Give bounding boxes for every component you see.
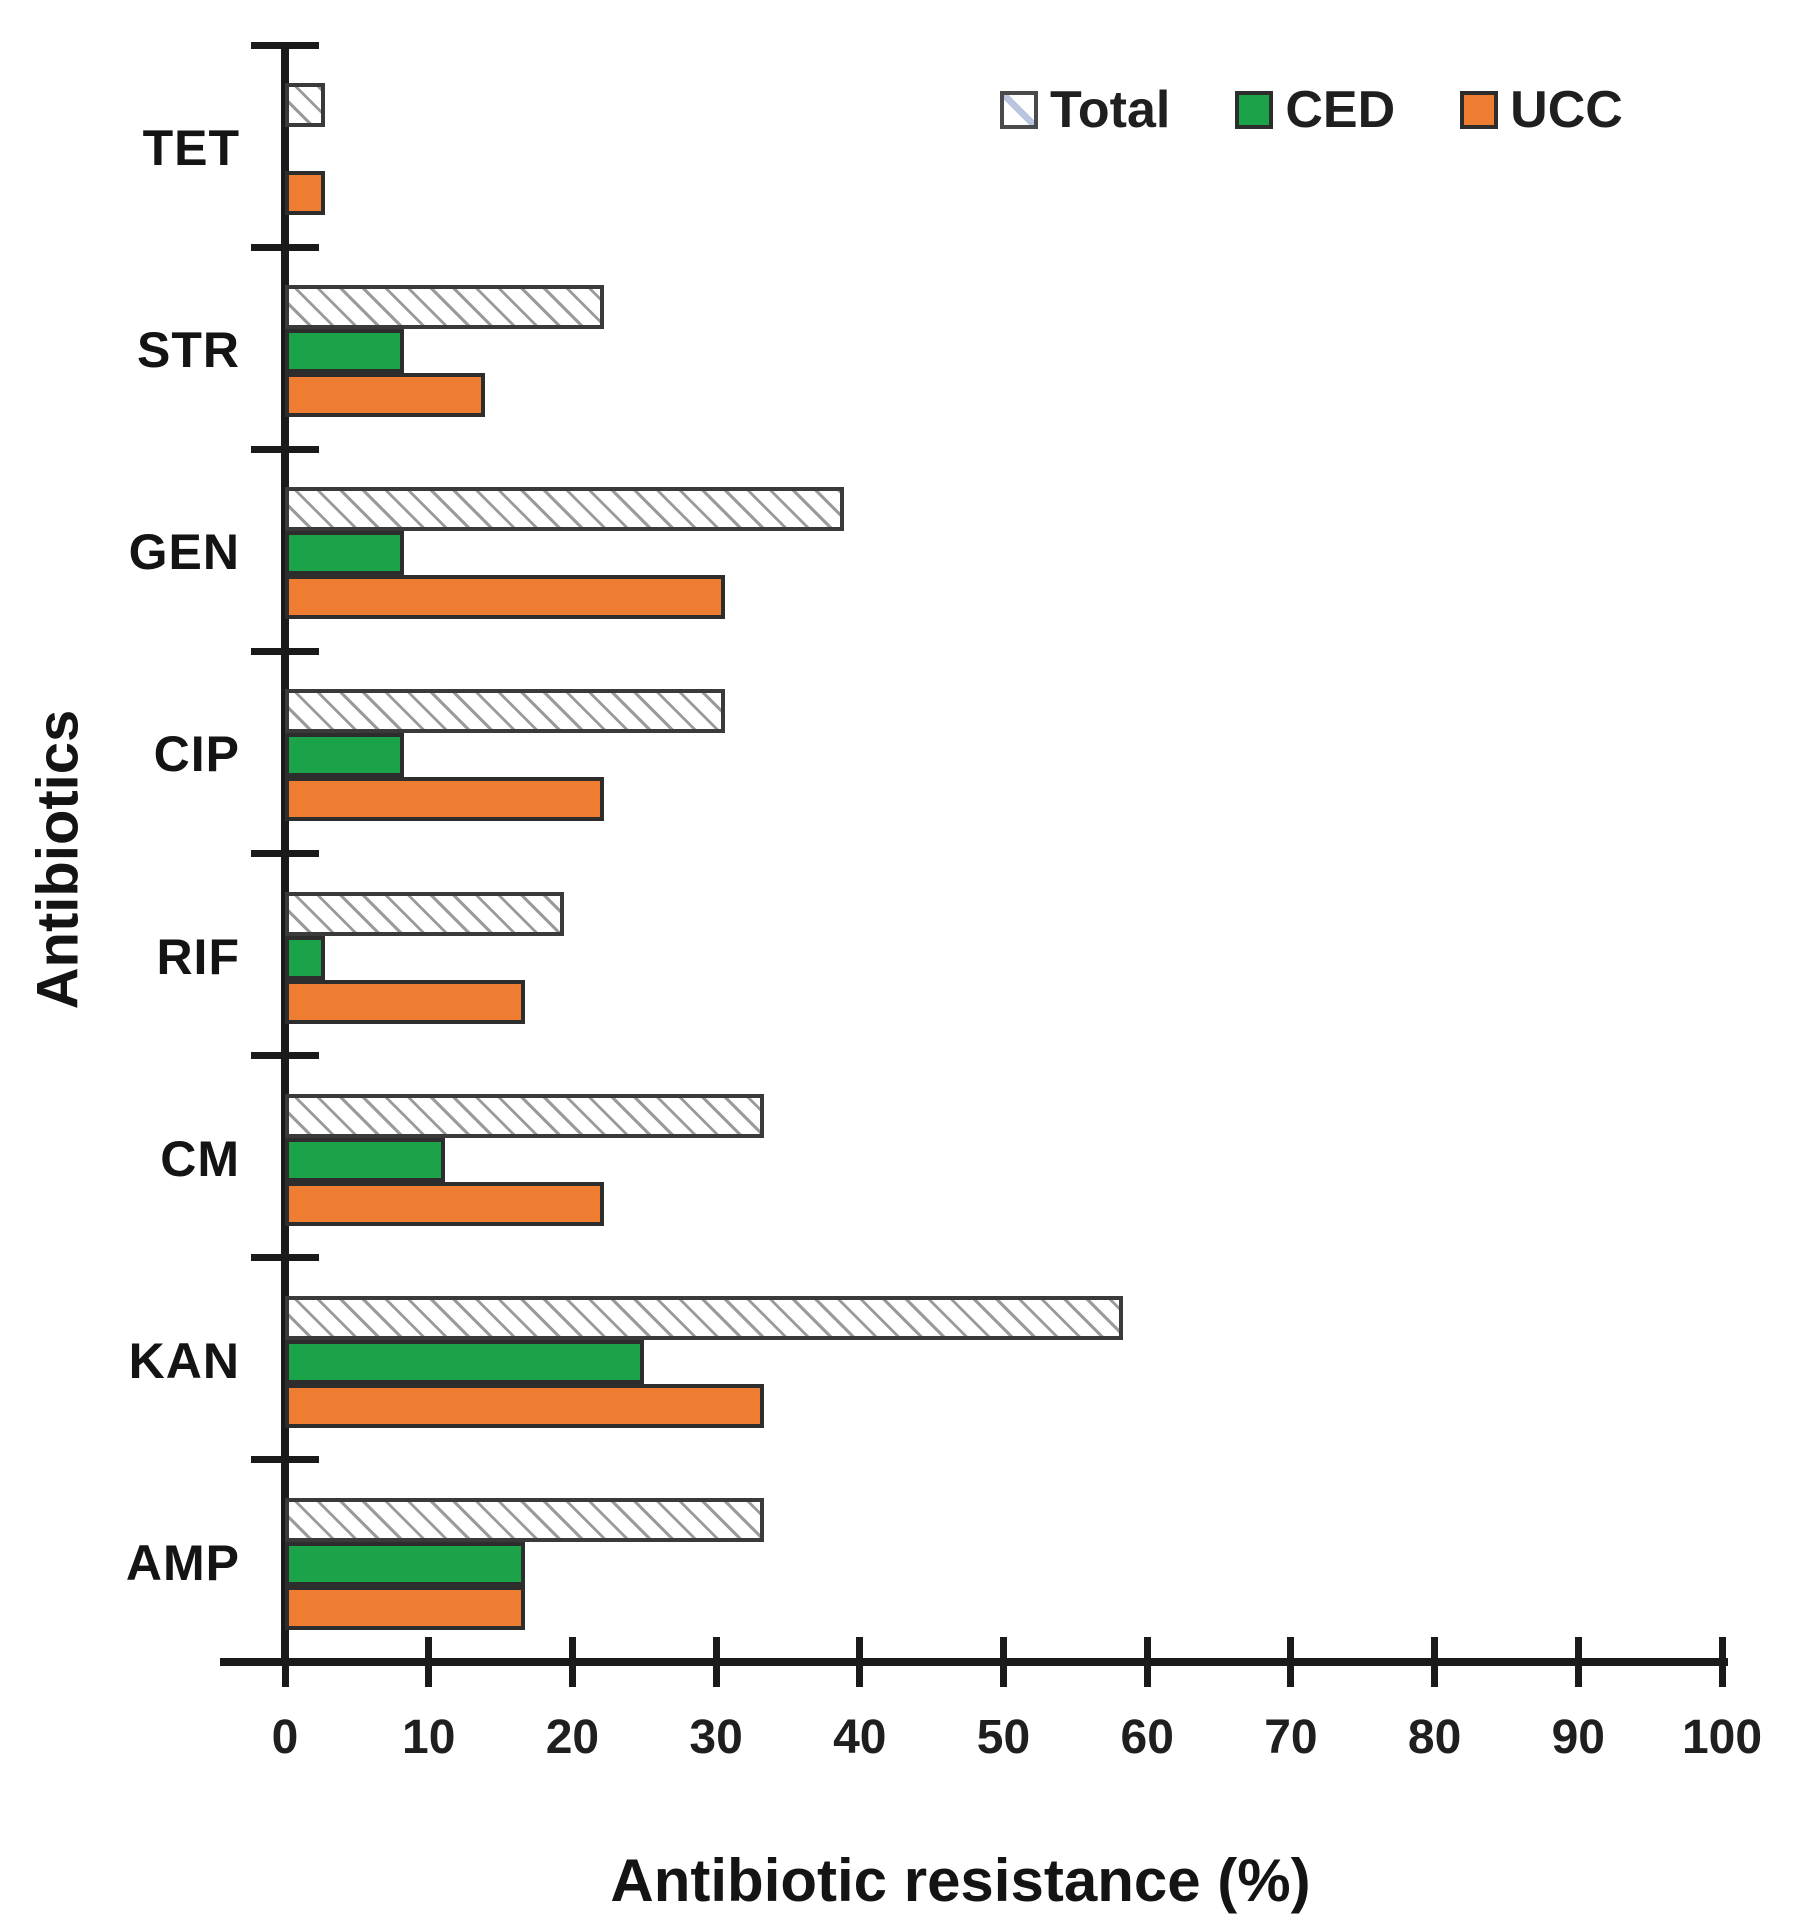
y-axis-tick xyxy=(251,243,319,251)
category-label-amp: AMP xyxy=(125,1534,240,1591)
bar-kan-ced xyxy=(285,1339,645,1384)
bar-rif-ced xyxy=(285,935,326,980)
category-label-kan: KAN xyxy=(128,1332,240,1389)
x-axis-tick xyxy=(1000,1637,1007,1687)
x-axis-tick xyxy=(856,1637,864,1687)
x-axis-tick-label: 10 xyxy=(401,1711,456,1764)
x-axis-tick xyxy=(425,1637,433,1687)
bar-gen-total xyxy=(285,487,844,532)
y-axis-tick xyxy=(251,445,319,453)
bar-cip-ucc xyxy=(285,777,604,822)
x-axis-tick xyxy=(1143,1637,1151,1687)
y-axis-title: Antibiotics xyxy=(25,709,91,1010)
legend-item-ced: CED xyxy=(1235,80,1395,140)
category-label-str: STR xyxy=(137,322,240,379)
category-label-gen: GEN xyxy=(128,524,240,581)
x-axis-tick xyxy=(1574,1637,1582,1687)
x-axis-tick-label: 90 xyxy=(1551,1711,1605,1764)
category-label-rif: RIF xyxy=(156,928,240,985)
x-axis-tick-label: 70 xyxy=(1264,1711,1318,1764)
bar-tet-total xyxy=(285,83,326,127)
category-label-cip: CIP xyxy=(153,726,240,783)
x-axis-tick-label: 50 xyxy=(976,1711,1031,1764)
legend: Total CED UCC xyxy=(1000,81,1623,139)
y-axis-tick xyxy=(251,1254,319,1262)
x-axis-title-text: Antibiotic resistance (%) xyxy=(610,1847,1311,1914)
bar-kan-total xyxy=(285,1295,1123,1340)
x-axis-tick xyxy=(1718,1637,1726,1687)
x-axis-line xyxy=(220,1658,1728,1666)
legend-label-ced: CED xyxy=(1285,81,1396,139)
x-axis-tick-label: 60 xyxy=(1120,1711,1174,1764)
x-axis-tick xyxy=(712,1637,720,1687)
bar-amp-ucc xyxy=(285,1585,525,1630)
y-axis-tick xyxy=(251,41,319,49)
x-axis-tick xyxy=(1431,1637,1439,1687)
bar-cip-total xyxy=(285,689,725,734)
legend-swatch-ced-icon xyxy=(1235,91,1274,129)
bar-str-total xyxy=(285,285,604,330)
bar-rif-total xyxy=(285,891,564,936)
bar-rif-ucc xyxy=(285,979,525,1024)
x-axis-tick-label: 20 xyxy=(545,1711,600,1764)
bar-cip-ced xyxy=(285,733,405,778)
legend-label-ucc: UCC xyxy=(1510,81,1623,139)
bar-cm-ced xyxy=(285,1137,445,1182)
bar-gen-ucc xyxy=(285,575,725,620)
y-axis-tick xyxy=(251,1456,319,1464)
bar-cm-ucc xyxy=(285,1181,604,1226)
bar-amp-ced xyxy=(285,1541,525,1586)
bar-str-ucc xyxy=(285,373,485,418)
x-axis-title: Antibiotic resistance (%) xyxy=(0,1846,1801,1915)
x-axis-tick xyxy=(568,1637,576,1687)
x-axis-tick-label: 0 xyxy=(271,1711,299,1764)
y-axis-tick xyxy=(251,850,319,857)
x-axis-tick xyxy=(1287,1637,1295,1687)
bar-kan-ucc xyxy=(285,1383,764,1428)
bar-amp-total xyxy=(285,1497,764,1542)
bar-tet-ucc xyxy=(285,171,326,215)
category-label-tet: TET xyxy=(142,120,240,177)
legend-swatch-ucc-icon xyxy=(1460,91,1499,129)
y-axis-tick xyxy=(251,1658,319,1666)
legend-item-total: Total xyxy=(1000,80,1170,140)
legend-item-ucc: UCC xyxy=(1460,80,1623,140)
x-axis-tick-label: 100 xyxy=(1681,1711,1763,1764)
bar-str-ced xyxy=(285,329,405,374)
legend-swatch-total-hatched-icon xyxy=(1000,91,1038,129)
bar-cm-total xyxy=(285,1093,764,1138)
x-axis-tick-label: 80 xyxy=(1407,1711,1462,1764)
bar-gen-ced xyxy=(285,531,405,576)
y-axis-tick xyxy=(251,647,319,655)
x-axis-tick-label: 30 xyxy=(689,1711,743,1764)
category-label-cm: CM xyxy=(160,1130,240,1187)
y-axis-tick xyxy=(251,1052,319,1060)
legend-label-total: Total xyxy=(1050,81,1171,139)
x-axis-tick-label: 40 xyxy=(833,1711,887,1764)
